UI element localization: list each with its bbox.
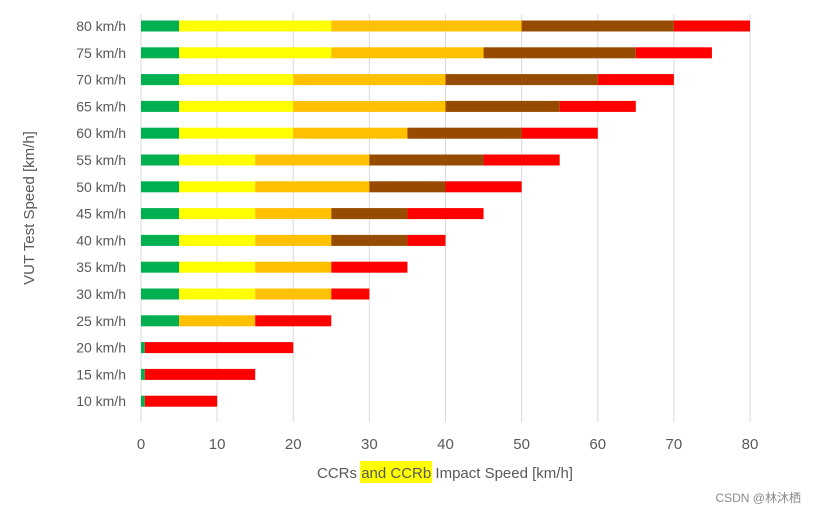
- bar-segment-green: [141, 395, 145, 407]
- bar-segment-brown: [407, 127, 522, 139]
- bar-segment-yellow: [179, 288, 256, 300]
- bar-segment-orange: [293, 74, 446, 86]
- category-label: 10 km/h: [76, 393, 126, 409]
- bar-segment-yellow: [179, 100, 294, 112]
- bar-segment-orange: [331, 47, 484, 59]
- bar-segment-brown: [445, 100, 560, 112]
- bar-segment-orange: [255, 154, 370, 166]
- bar-segment-brown: [445, 74, 598, 86]
- bar-segment-yellow: [179, 47, 332, 59]
- category-label: 15 km/h: [76, 366, 126, 382]
- bar-segment-red: [144, 368, 256, 380]
- bar-segment-green: [141, 368, 145, 380]
- category-labels: 80 km/h 75 km/h 70 km/h 65 km/h 60 km/h 55 km…: [76, 18, 126, 409]
- x-tick-labels: 0 10 20 30 40 50 60 70 80: [137, 436, 759, 453]
- bar-segment-red: [331, 288, 370, 300]
- bar-segment-yellow: [179, 208, 256, 220]
- x-tick-label: 10: [209, 436, 226, 453]
- bar-segment-green: [141, 208, 180, 220]
- x-axis-title-part-1: CCRs: [317, 465, 361, 482]
- x-tick-label: 30: [361, 436, 378, 453]
- bar-segment-green: [141, 74, 180, 86]
- bar-segment-brown: [331, 208, 408, 220]
- bar-segment-orange: [255, 181, 370, 193]
- bar-segment-orange: [255, 288, 332, 300]
- bar-segment-green: [141, 315, 180, 327]
- category-label: 30 km/h: [76, 286, 126, 302]
- bar-segment-orange: [179, 315, 256, 327]
- bar-segment-yellow: [179, 74, 294, 86]
- bar-segment-brown: [369, 154, 484, 166]
- bar-segment-red: [597, 74, 674, 86]
- bar-segment-yellow: [179, 181, 256, 193]
- category-label: 65 km/h: [76, 98, 126, 114]
- category-label: 50 km/h: [76, 179, 126, 195]
- bar-segment-orange: [331, 20, 522, 32]
- bar-segment-green: [141, 47, 180, 59]
- category-label: 20 km/h: [76, 340, 126, 356]
- x-tick-label: 0: [137, 436, 145, 453]
- x-axis-title-highlighted-part: and CCRb: [361, 465, 431, 482]
- category-label: 55 km/h: [76, 152, 126, 168]
- bar-segment-orange: [255, 208, 332, 220]
- bar-segment-green: [141, 154, 180, 166]
- category-label: 35 km/h: [76, 259, 126, 275]
- bar-segment-brown: [521, 20, 674, 32]
- category-label: 25 km/h: [76, 313, 126, 329]
- bar-segment-brown: [331, 234, 408, 246]
- bar-segment-red: [559, 100, 636, 112]
- bar-segment-green: [141, 288, 180, 300]
- category-label: 80 km/h: [76, 18, 126, 34]
- x-tick-label: 50: [513, 436, 530, 453]
- category-label: 40 km/h: [76, 232, 126, 248]
- bar-segment-red: [407, 234, 446, 246]
- bar-segment-orange: [293, 100, 446, 112]
- category-label: 45 km/h: [76, 206, 126, 222]
- bar-segment-red: [144, 342, 294, 354]
- x-tick-label: 60: [589, 436, 606, 453]
- bars: [141, 20, 750, 407]
- bar-segment-red: [445, 181, 522, 193]
- x-tick-label: 40: [437, 436, 454, 453]
- bar-segment-red: [144, 395, 218, 407]
- bar-segment-orange: [255, 261, 332, 273]
- bar-segment-orange: [255, 234, 332, 246]
- x-axis-title-part-3: Impact Speed [km/h]: [431, 465, 573, 482]
- bar-segment-green: [141, 20, 180, 32]
- x-tick-label: 20: [285, 436, 302, 453]
- bar-segment-green: [141, 342, 145, 354]
- bar-segment-red: [521, 127, 598, 139]
- bar-segment-green: [141, 234, 180, 246]
- bar-segment-yellow: [179, 20, 332, 32]
- bar-segment-yellow: [179, 261, 256, 273]
- bar-segment-orange: [293, 127, 408, 139]
- bar-segment-red: [407, 208, 484, 220]
- bar-segment-green: [141, 261, 180, 273]
- bar-segment-red: [483, 154, 560, 166]
- category-label: 70 km/h: [76, 72, 126, 88]
- y-axis-title: VUT Test Speed [km/h]: [21, 131, 38, 285]
- x-axis-title: CCRs and CCRb Impact Speed [km/h]: [317, 465, 573, 482]
- bar-segment-green: [141, 127, 180, 139]
- x-axis-title-highlight: [360, 461, 433, 483]
- watermark: CSDN @林沐栖: [715, 491, 801, 505]
- x-tick-label: 70: [666, 436, 683, 453]
- x-tick-label: 80: [742, 436, 759, 453]
- bar-segment-red: [255, 315, 332, 327]
- category-label: 60 km/h: [76, 125, 126, 141]
- bar-segment-brown: [369, 181, 446, 193]
- bar-segment-yellow: [179, 234, 256, 246]
- bar-segment-green: [141, 181, 180, 193]
- category-label: 75 km/h: [76, 45, 126, 61]
- bar-segment-green: [141, 100, 180, 112]
- bar-segment-red: [331, 261, 408, 273]
- bar-segment-yellow: [179, 127, 294, 139]
- bar-segment-red: [673, 20, 750, 32]
- bar-segment-brown: [483, 47, 636, 59]
- bar-segment-red: [635, 47, 712, 59]
- bar-segment-yellow: [179, 154, 256, 166]
